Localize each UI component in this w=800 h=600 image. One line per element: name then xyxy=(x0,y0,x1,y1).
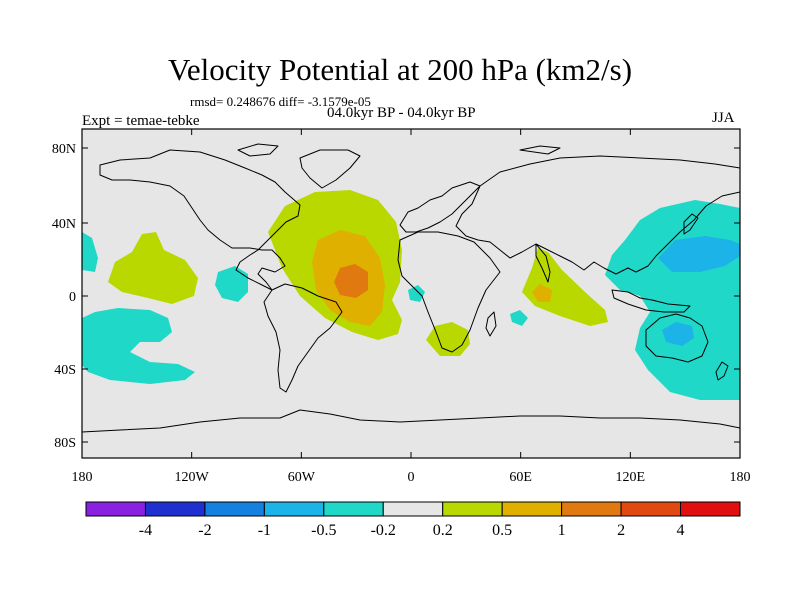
stats-text: rmsd= 0.248676 diff= -3.1579e-05 xyxy=(190,94,371,109)
coastline-greenland xyxy=(299,149,361,189)
colorbar-label: 0.2 xyxy=(433,522,453,539)
colorbar-swatch xyxy=(204,501,265,517)
lat-tick-label: 0 xyxy=(69,290,76,305)
coastline-indonesia xyxy=(611,289,691,313)
lon-tick-label: 60E xyxy=(509,470,532,485)
contour-cyan-atlantic xyxy=(408,285,425,302)
contour-green-indian xyxy=(522,248,608,326)
colorbar-label: -1 xyxy=(258,522,271,539)
lat-tick-label: 80S xyxy=(54,436,76,451)
contour-blue-west-pacific xyxy=(658,236,740,272)
contour-cyan-west-pacific xyxy=(82,232,98,272)
lon-tick-label: 0 xyxy=(408,470,415,485)
lon-axis: 180 120W 60W 0 60E 120E 180 xyxy=(72,129,751,485)
lon-tick-label: 180 xyxy=(72,470,93,485)
contour-green-pacific xyxy=(108,232,198,304)
colorbar-swatch xyxy=(680,501,741,517)
lon-tick-label: 120W xyxy=(175,470,210,485)
lat-tick-label: 40N xyxy=(52,217,76,232)
lon-tick-label: 180 xyxy=(730,470,751,485)
coastline-asia xyxy=(455,155,741,275)
colorbar-swatch xyxy=(620,501,682,517)
coastlines xyxy=(81,143,741,433)
colorbar-swatch xyxy=(323,501,384,517)
colorbar: -4 -2 -1 -0.5 -0.2 0.2 0.5 1 2 4 xyxy=(85,501,741,539)
map-title: Velocity Potential at 200 hPa (km2/s) xyxy=(167,52,633,87)
contour-yellow-indian xyxy=(532,284,552,302)
colorbar-swatch xyxy=(263,501,325,517)
coastline-australia xyxy=(645,313,709,363)
season-label: JJA xyxy=(712,110,735,126)
coastline-africa xyxy=(397,231,501,353)
coastline-south-america xyxy=(263,283,343,393)
lat-tick-label: 80N xyxy=(52,142,76,157)
contour-orange-atlantic xyxy=(334,264,368,298)
colorbar-label: -0.2 xyxy=(371,522,396,539)
contour-fields xyxy=(82,190,740,400)
coastline-new-zealand xyxy=(715,361,729,381)
colorbar-label: -4 xyxy=(139,522,152,539)
coastline-japan xyxy=(683,213,699,235)
colorbar-label: 4 xyxy=(677,522,685,539)
contour-cyan-south-pacific xyxy=(82,308,195,384)
colorbar-swatch xyxy=(144,501,206,517)
colorbar-swatch xyxy=(85,501,146,517)
lon-tick-label: 60W xyxy=(288,470,316,485)
colorbar-label: -2 xyxy=(198,522,211,539)
lat-tick-label: 40S xyxy=(54,363,76,378)
contour-cyan-indian-small xyxy=(510,310,528,326)
contour-blue-australia xyxy=(662,322,694,346)
colorbar-label: 2 xyxy=(617,522,625,539)
colorbar-swatch xyxy=(382,501,444,517)
colorbar-swatch xyxy=(501,501,563,517)
coastline-europe xyxy=(399,181,481,233)
coastline-antarctica xyxy=(81,409,741,433)
contour-cyan-east-pacific xyxy=(215,266,248,302)
coastline-arctic-islands xyxy=(237,143,561,157)
coastline-india xyxy=(535,243,551,283)
experiment-label: Expt = temae-tebke xyxy=(82,113,200,129)
colorbar-swatch xyxy=(442,501,503,517)
colorbar-swatch xyxy=(561,501,622,517)
colorbar-label: 1 xyxy=(558,522,566,539)
period-label: 04.0kyr BP - 04.0kyr BP xyxy=(327,105,476,121)
lat-axis: 80N 40N 0 40S 80S xyxy=(52,142,740,451)
colorbar-label: -0.5 xyxy=(311,522,336,539)
colorbar-label: 0.5 xyxy=(492,522,512,539)
lon-tick-label: 120E xyxy=(616,470,646,485)
coastline-madagascar xyxy=(485,311,497,337)
